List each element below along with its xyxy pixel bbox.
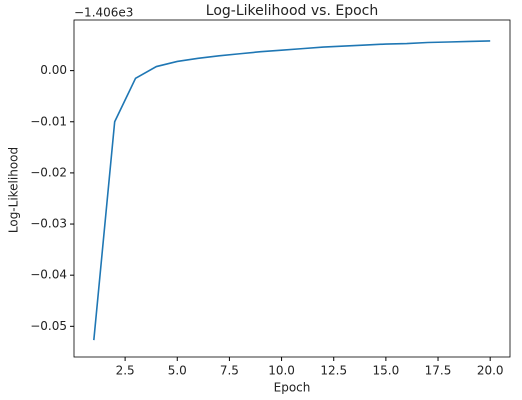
x-tick-label: 10.0 [268, 364, 295, 378]
x-tick-label: 2.5 [116, 364, 135, 378]
x-tick-label: 5.0 [168, 364, 187, 378]
x-tick-label: 17.5 [425, 364, 452, 378]
x-tick-label: 12.5 [320, 364, 347, 378]
data-line [93, 40, 491, 341]
x-tick-label: 15.0 [373, 364, 400, 378]
y-tick-label: −0.05 [30, 319, 67, 333]
y-tick-label: −0.04 [30, 268, 67, 282]
y-tick-label: −0.01 [30, 114, 67, 128]
chart-title: Log-Likelihood vs. Epoch [206, 3, 378, 19]
x-tick-label: 20.0 [477, 364, 504, 378]
x-axis-label: Epoch [274, 381, 311, 395]
x-tick-label: 7.5 [220, 364, 239, 378]
y-tick-label: 0.00 [40, 63, 67, 77]
y-axis-label: Log-Likelihood [7, 147, 21, 233]
plot-frame [73, 19, 511, 358]
y-tick-label: −0.02 [30, 165, 67, 179]
y-tick-label: −0.03 [30, 217, 67, 231]
y-offset-label: −1.406e3 [74, 6, 133, 20]
